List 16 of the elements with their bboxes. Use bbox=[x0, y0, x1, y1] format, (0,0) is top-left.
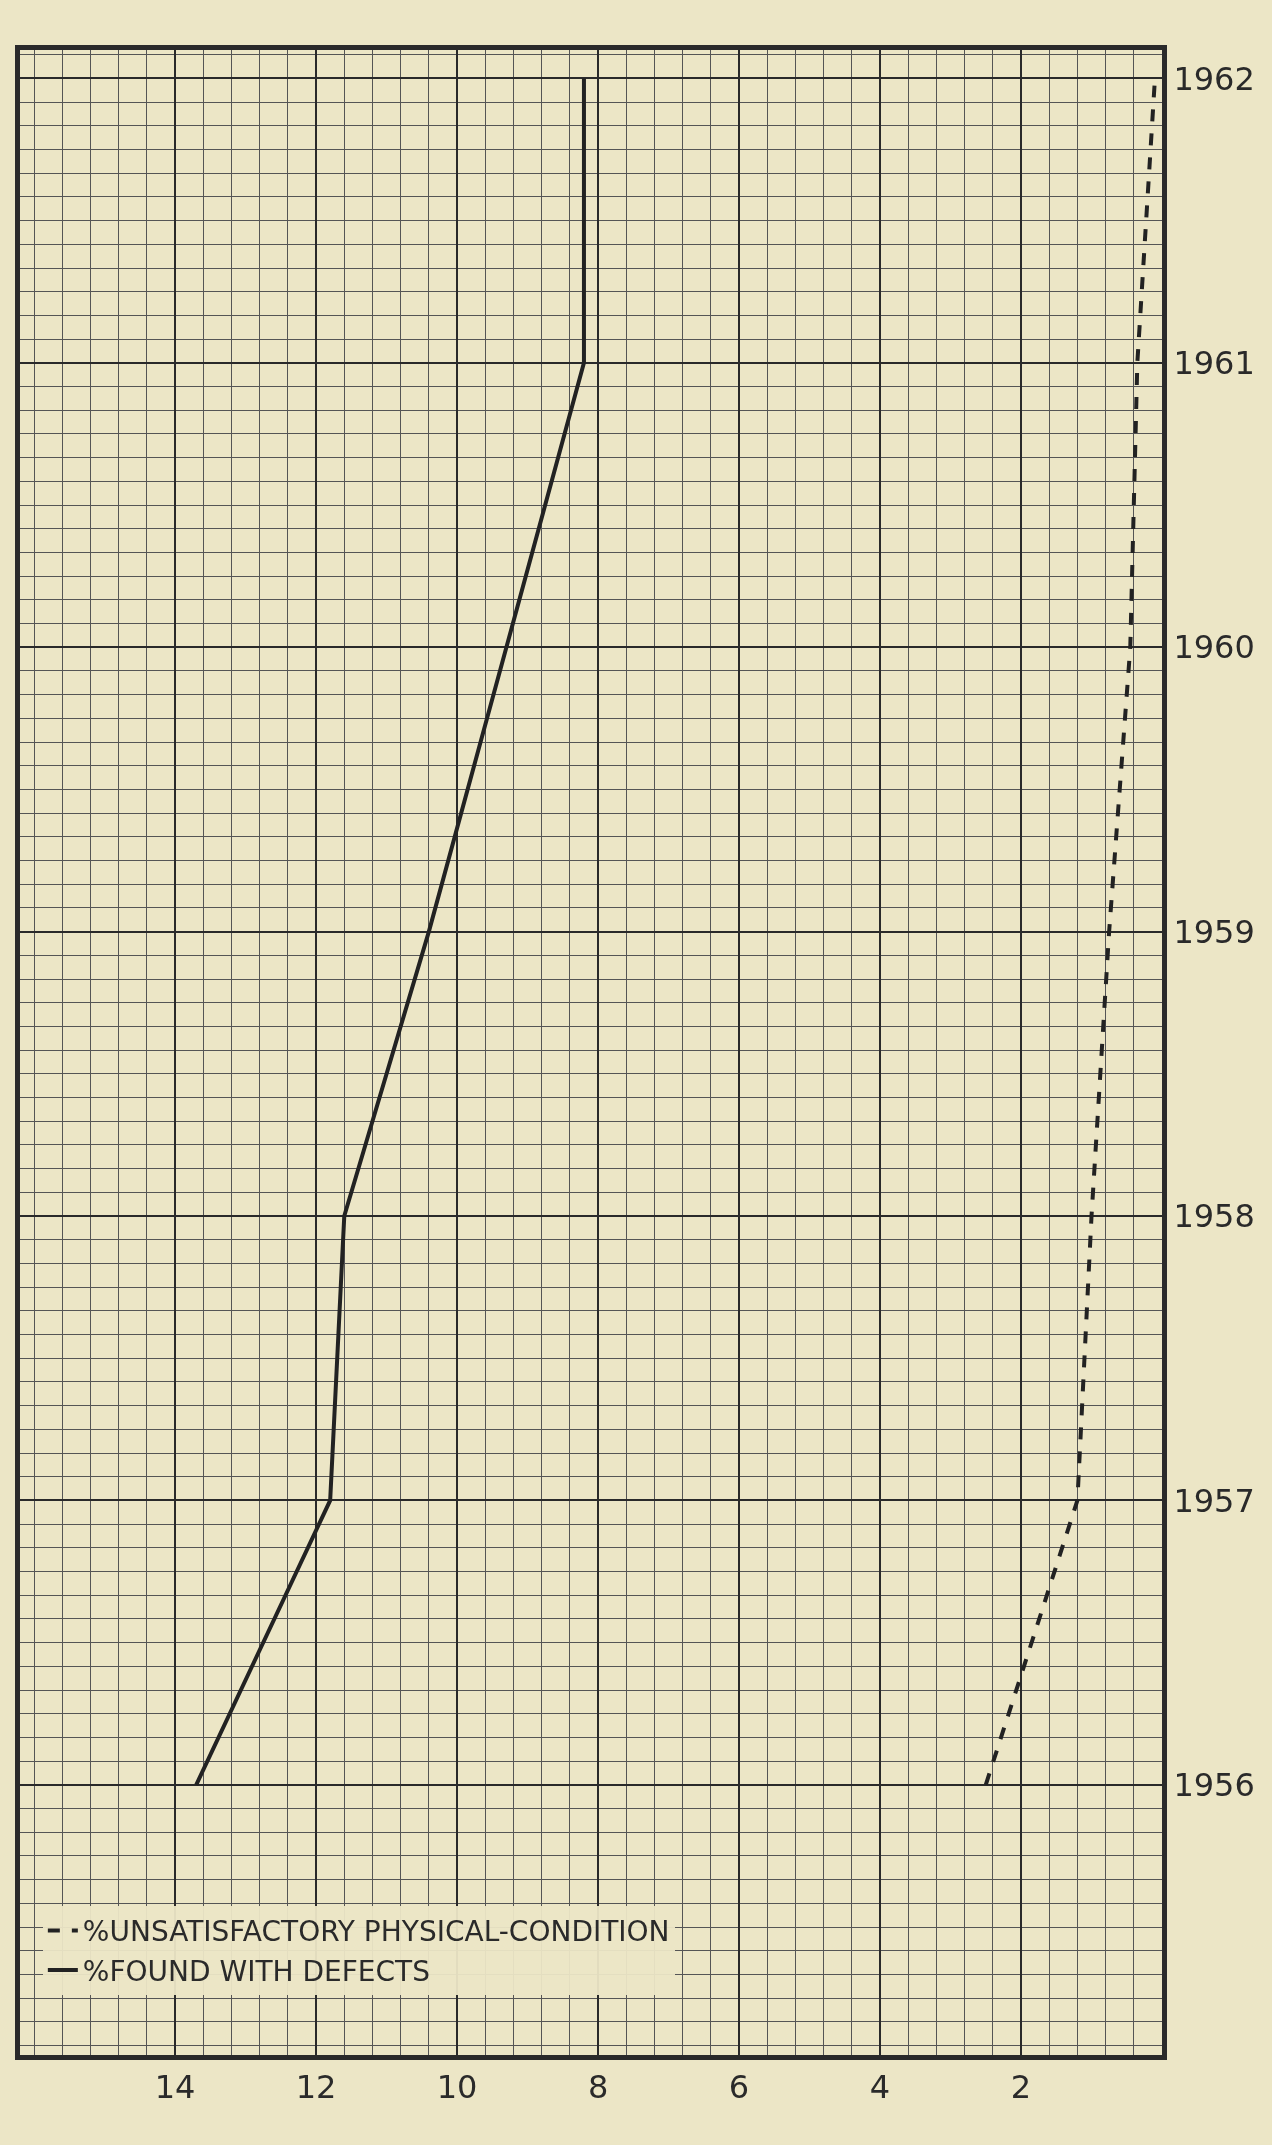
legend-label: %FOUND WITH DEFECTS bbox=[82, 1954, 430, 1988]
y-tick-label: 1961 bbox=[1173, 344, 1255, 383]
y-tick-label: 1960 bbox=[1173, 628, 1255, 667]
y-tick-label: 1956 bbox=[1173, 1766, 1255, 1805]
y-tick-label: 1959 bbox=[1173, 912, 1255, 951]
x-tick-label: 2 bbox=[1010, 2068, 1032, 2107]
legend-label: %UNSATISFACTORY PHYSICAL-CONDITION bbox=[82, 1915, 670, 1949]
x-tick-label: 12 bbox=[295, 2068, 337, 2107]
x-tick-label: 8 bbox=[587, 2068, 609, 2107]
y-tick-label: 1958 bbox=[1173, 1197, 1255, 1236]
y-tick-label: 1962 bbox=[1173, 59, 1255, 98]
x-tick-label: 6 bbox=[728, 2068, 750, 2107]
y-tick-label: 1957 bbox=[1173, 1481, 1255, 1520]
x-tick-label: 4 bbox=[869, 2068, 891, 2107]
x-tick-label: 10 bbox=[436, 2068, 478, 2107]
x-tick-label: 14 bbox=[154, 2068, 196, 2107]
